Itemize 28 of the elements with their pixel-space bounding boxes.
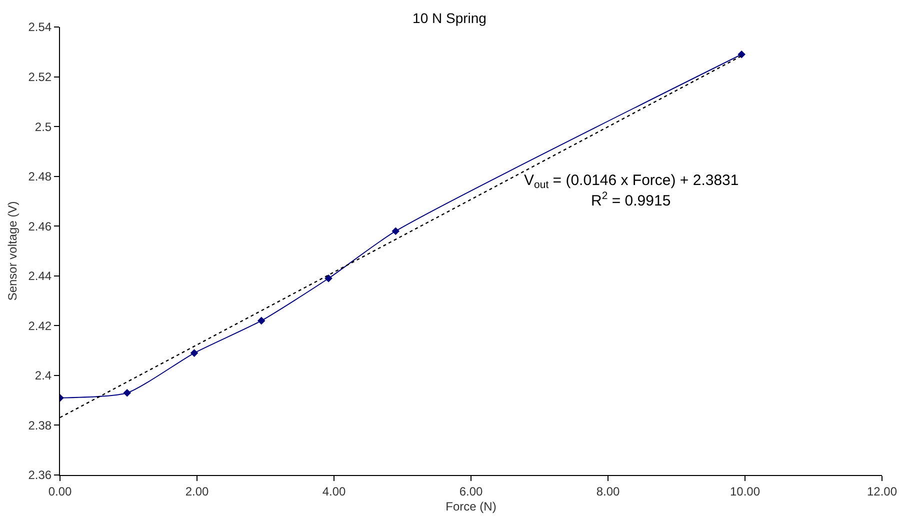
x-tick-label: 6.00 xyxy=(459,484,483,498)
y-tick-label: 2.5 xyxy=(34,120,52,134)
y-tick-label: 2.42 xyxy=(28,318,52,333)
x-tick-label: 12.00 xyxy=(866,484,898,498)
chart-title: 10 N Spring xyxy=(412,10,486,26)
point xyxy=(392,227,400,235)
y-tick-label: 2.46 xyxy=(28,219,52,234)
y-tick-label: 2.52 xyxy=(28,70,52,84)
x-tick-label: 4.00 xyxy=(322,484,346,498)
point xyxy=(738,50,746,58)
x-tick-label: 0.00 xyxy=(48,484,72,498)
y-tick-label: 2.38 xyxy=(28,418,52,432)
x-axis-title: Force (N) xyxy=(446,499,496,514)
point xyxy=(190,349,198,357)
annotation: R$^{2}$ = 0.9915 xyxy=(591,190,671,210)
y-tick-label: 2.4 xyxy=(34,368,52,383)
x-tick-label: 2.00 xyxy=(185,484,209,498)
x-tick-label: 10.00 xyxy=(730,484,760,498)
y-tick-label: 2.54 xyxy=(28,20,52,34)
point xyxy=(257,316,266,325)
annotation: V$_{out}$ = (0.0146 x Force) + 2.3831 xyxy=(524,172,739,192)
y-tick-label: 2.44 xyxy=(28,269,52,284)
point xyxy=(123,388,132,397)
y-tick-label: 2.48 xyxy=(28,170,52,184)
point xyxy=(324,274,332,282)
y-tick-label: 2.36 xyxy=(28,468,52,482)
y-axis-title: Sensor voltage (V) xyxy=(6,201,20,301)
x-tick-label: 8.00 xyxy=(596,484,620,498)
